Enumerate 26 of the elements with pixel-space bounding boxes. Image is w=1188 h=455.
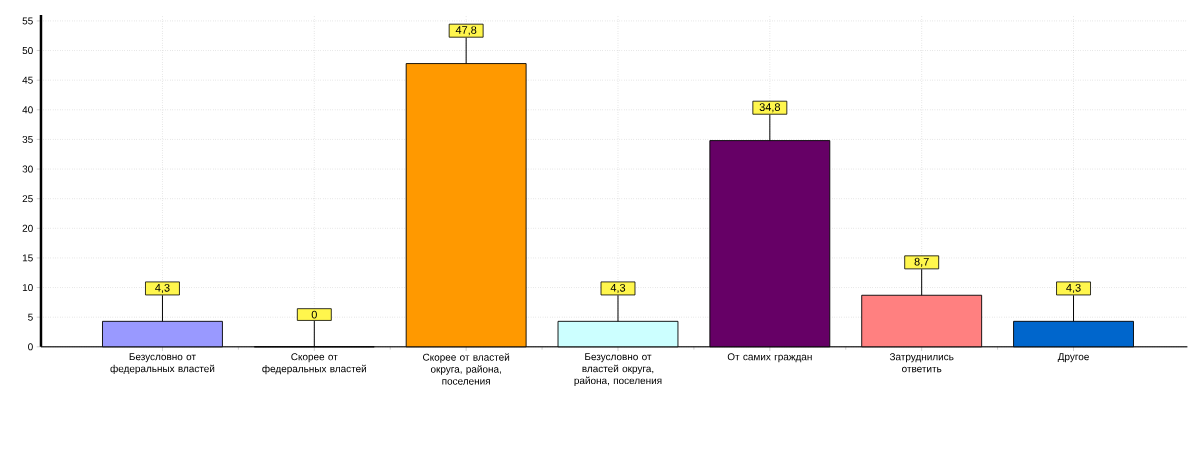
data-label: 4,3 bbox=[1066, 284, 1081, 294]
x-tick-label: Другое bbox=[1057, 353, 1089, 363]
y-tick-label: 40 bbox=[22, 106, 33, 114]
data-label: 8,7 bbox=[914, 257, 929, 268]
y-tick-label: 20 bbox=[22, 224, 33, 232]
y-tick-label: 25 bbox=[22, 195, 33, 203]
y-tick-label: 30 bbox=[22, 165, 33, 173]
y-tick-label: 15 bbox=[22, 254, 33, 262]
data-label: 0 bbox=[311, 310, 317, 319]
x-tick-label: Скорее от федеральных властей bbox=[262, 353, 367, 375]
x-tick-label: Безусловно от федеральных властей bbox=[110, 353, 215, 375]
x-tick-label: От самих граждан bbox=[727, 353, 812, 363]
data-label: 34,8 bbox=[759, 103, 781, 113]
y-tick-label: 10 bbox=[22, 284, 33, 292]
y-tick-label: 5 bbox=[28, 313, 33, 321]
y-tick-label: 0 bbox=[28, 343, 33, 351]
data-label: 4,3 bbox=[155, 284, 170, 294]
x-tick-label: Безусловно от властей округа, района, поселения bbox=[574, 353, 662, 387]
y-tick-label: 55 bbox=[22, 17, 33, 25]
x-tick-label: Скорее от властей округа, района, поселения bbox=[423, 353, 510, 385]
y-tick-label: 35 bbox=[22, 136, 33, 144]
y-tick-label: 45 bbox=[22, 76, 33, 84]
x-tick-label: Затруднились ответить bbox=[889, 353, 954, 373]
data-label: 47,8 bbox=[455, 26, 477, 36]
data-label: 4,3 bbox=[610, 284, 626, 294]
y-tick-label: 50 bbox=[22, 47, 33, 55]
